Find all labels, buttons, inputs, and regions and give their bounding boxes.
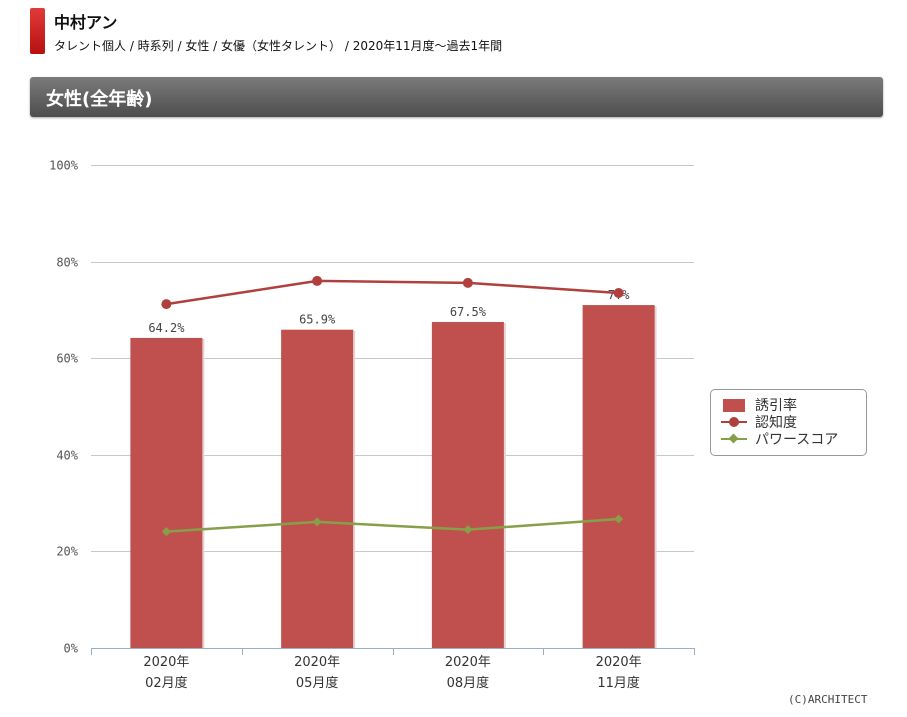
y-tick-label: 60%	[56, 352, 78, 366]
bar	[582, 305, 655, 648]
bar-data-label: 67.5%	[450, 305, 487, 319]
x-tick-label: 2020年	[294, 655, 340, 670]
legend-label: パワースコア	[755, 431, 839, 448]
chart-legend: 誘引率 認知度 パワースコア	[710, 389, 867, 456]
bar	[431, 321, 504, 648]
line-point	[161, 299, 172, 310]
bar-data-label: 64.2%	[148, 321, 185, 335]
breadcrumb: タレント個人 / 時系列 / 女性 / 女優（女性タレント） / 2020年11…	[54, 39, 503, 53]
x-tick-label: 02月度	[145, 675, 188, 691]
y-tick-label: 100%	[49, 159, 79, 173]
x-tick-label: 05月度	[296, 675, 339, 691]
diamond-marker-icon	[721, 432, 747, 446]
legend-label: 認知度	[755, 414, 797, 431]
y-tick-label: 0%	[64, 642, 79, 656]
line-point	[462, 277, 473, 288]
legend-label: 誘引率	[755, 397, 797, 414]
section-bar: 女性(全年齢)	[30, 77, 883, 117]
bar-swatch-icon	[721, 398, 747, 412]
bar	[130, 337, 203, 648]
legend-item-power-score: パワースコア	[721, 430, 866, 448]
y-tick-label: 80%	[56, 256, 78, 270]
circle-marker-icon	[721, 415, 747, 429]
x-tick-label: 2020年	[445, 655, 491, 670]
x-tick-label: 11月度	[597, 675, 640, 691]
line-point	[161, 527, 171, 537]
bar	[281, 329, 354, 648]
legend-item-awareness: 認知度	[721, 413, 866, 431]
header-mark	[30, 8, 45, 54]
series-line	[166, 279, 619, 306]
line-point	[463, 525, 473, 535]
line-point	[613, 287, 624, 298]
bar-data-label: 65.9%	[299, 313, 336, 327]
copyright: (C)ARCHITECT	[788, 693, 868, 706]
x-tick-label: 08月度	[447, 675, 490, 691]
x-tick-label: 2020年	[596, 655, 642, 670]
x-tick-label: 2020年	[143, 655, 189, 670]
line-point	[614, 514, 624, 524]
series-line	[166, 517, 619, 533]
legend-item-attraction: 誘引率	[721, 396, 866, 414]
line-point	[312, 517, 322, 527]
y-tick-label: 40%	[56, 449, 78, 463]
section-title: 女性(全年齢)	[46, 89, 153, 110]
y-tick-label: 20%	[56, 545, 78, 559]
line-point	[312, 275, 323, 286]
talent-name: 中村アン	[54, 13, 118, 32]
